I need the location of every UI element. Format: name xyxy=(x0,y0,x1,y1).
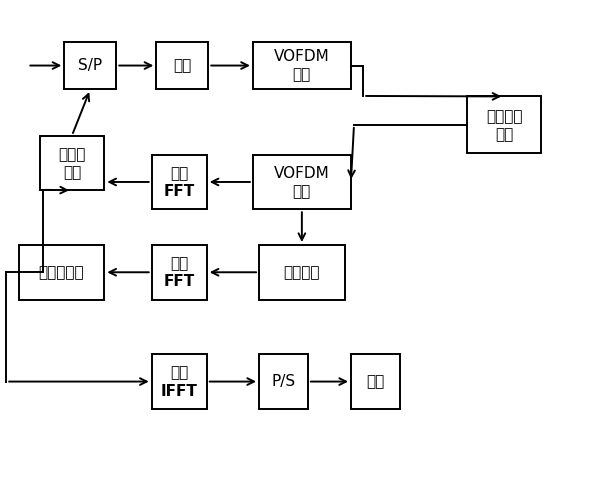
Text: 二维: 二维 xyxy=(170,366,188,380)
Text: IFFT: IFFT xyxy=(161,383,198,399)
Text: FFT: FFT xyxy=(164,274,195,289)
Bar xyxy=(351,354,400,409)
Text: VOFDM: VOFDM xyxy=(274,50,330,65)
Text: 信道: 信道 xyxy=(495,127,513,142)
Bar xyxy=(152,354,207,409)
Bar xyxy=(64,42,116,89)
Text: 信道估计: 信道估计 xyxy=(283,265,320,280)
Bar xyxy=(259,354,308,409)
Text: S/P: S/P xyxy=(78,58,102,73)
Text: 调制: 调制 xyxy=(293,67,311,83)
Text: 插入前: 插入前 xyxy=(59,147,86,162)
Text: 补零: 补零 xyxy=(173,58,192,73)
Text: 双选择性: 双选择性 xyxy=(486,109,522,124)
Text: 二维: 二维 xyxy=(170,256,188,271)
Bar xyxy=(152,155,207,209)
Bar xyxy=(253,42,351,89)
Bar xyxy=(468,97,541,153)
Text: 导字: 导字 xyxy=(63,165,81,180)
Text: 判决: 判决 xyxy=(367,374,384,389)
Text: P/S: P/S xyxy=(272,374,296,389)
Bar xyxy=(259,245,345,300)
Text: FFT: FFT xyxy=(164,184,195,199)
Bar xyxy=(152,245,207,300)
Bar xyxy=(39,136,104,190)
Text: 二维: 二维 xyxy=(170,166,188,181)
Bar xyxy=(253,155,351,209)
Text: 单抄头均衡: 单抄头均衡 xyxy=(39,265,84,280)
Bar xyxy=(156,42,208,89)
Text: 解调: 解调 xyxy=(293,184,311,199)
Text: VOFDM: VOFDM xyxy=(274,166,330,181)
Bar xyxy=(18,245,104,300)
